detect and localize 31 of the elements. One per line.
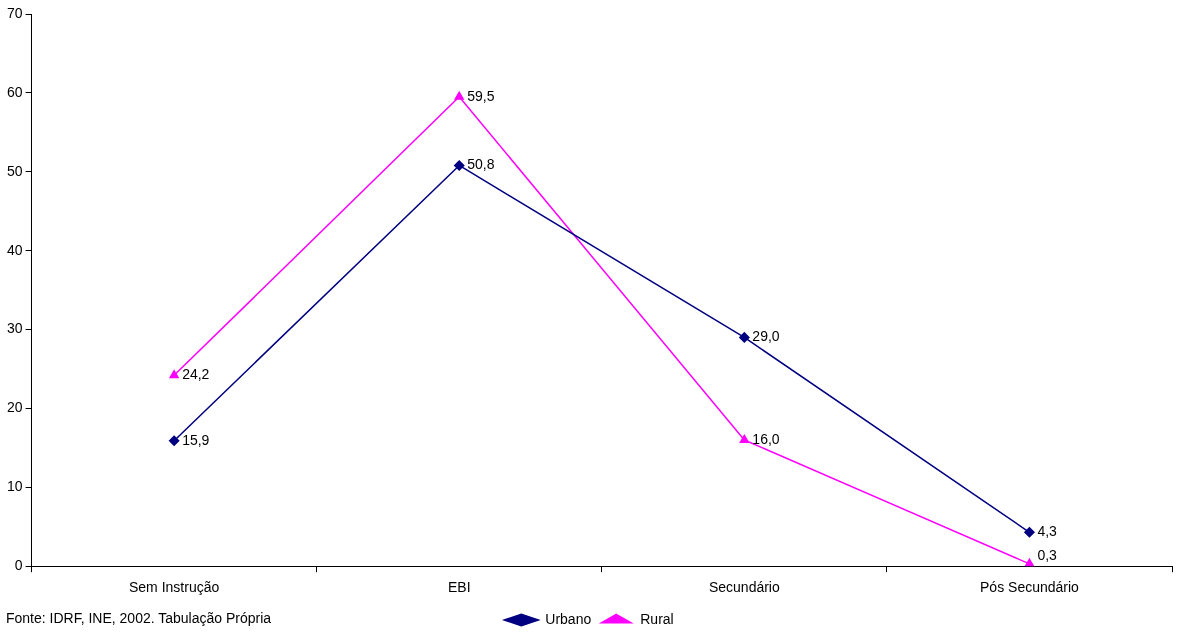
point	[739, 332, 750, 343]
data-label: 16,0	[752, 430, 780, 447]
legend-label: Rural	[640, 610, 674, 627]
legend-label: Urbano	[545, 610, 592, 627]
point	[168, 435, 180, 447]
x-tick-label: Sem Instrução	[128, 579, 220, 596]
data-label: 24,2	[182, 366, 210, 383]
y-tick-label: 20	[6, 399, 23, 416]
data-label: 29,0	[752, 328, 780, 345]
source-note: Fonte: IDRF, INE, 2002. Tabulação Própria	[6, 610, 272, 627]
point	[169, 370, 179, 379]
data-label: 59,5	[467, 87, 495, 104]
y-tick-label: 0	[14, 557, 23, 574]
x-tick-label: EBI	[447, 579, 471, 596]
y-tick-label: 60	[6, 83, 23, 100]
y-tick-label: 10	[6, 478, 23, 495]
data-label: 50,8	[467, 156, 495, 173]
point	[453, 160, 465, 171]
point	[1024, 527, 1035, 538]
data-label: 15,9	[182, 431, 210, 448]
y-tick-label: 70	[6, 4, 23, 21]
y-tick-label: 50	[6, 162, 23, 179]
data-label: 4,3	[1037, 523, 1058, 540]
data-label: 0,3	[1037, 547, 1058, 564]
point	[454, 91, 464, 100]
point	[1024, 558, 1035, 567]
point	[739, 434, 749, 443]
x-tick-label: Pós Secundário	[980, 579, 1080, 596]
x-tick-label: Secundário	[708, 579, 780, 596]
y-tick-label: 30	[6, 320, 23, 337]
y-tick-label: 40	[6, 241, 23, 258]
